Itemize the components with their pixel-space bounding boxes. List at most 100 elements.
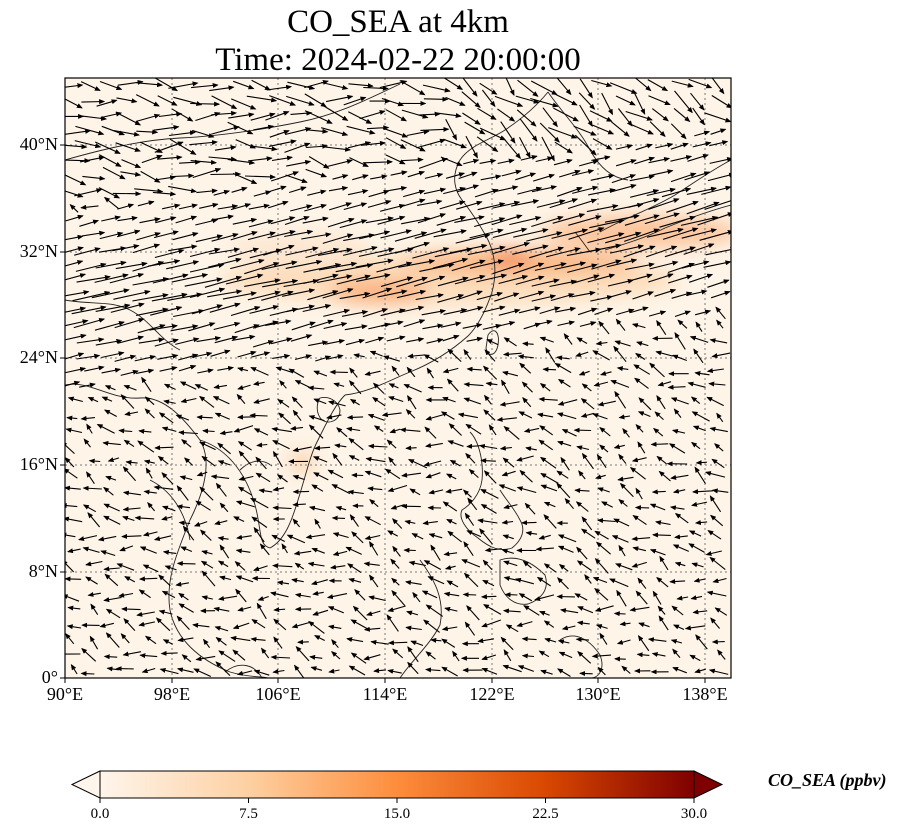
wind-arrow <box>531 185 558 193</box>
wind-arrow <box>362 308 389 318</box>
wind-arrow <box>648 156 671 164</box>
wind-arrow <box>212 396 230 405</box>
wind-arrow <box>172 232 199 241</box>
wind-arrow <box>568 227 605 240</box>
wind-arrow <box>348 455 360 461</box>
wind-arrow <box>405 445 417 451</box>
wind-arrow <box>382 127 409 138</box>
wind-arrow <box>622 428 630 438</box>
wind-arrow <box>496 416 517 422</box>
wind-arrow <box>624 228 660 242</box>
wind-arrow <box>289 186 307 194</box>
wind-arrow <box>246 95 278 103</box>
wind-arrow <box>422 84 451 93</box>
wind-arrow <box>74 140 102 149</box>
wind-arrow <box>442 334 460 342</box>
wind-arrow <box>157 353 179 360</box>
wind-arrow <box>462 112 481 125</box>
wind-arrow <box>494 292 520 302</box>
wind-arrow <box>451 259 486 272</box>
wind-arrow <box>715 306 726 320</box>
wind-arrow <box>76 353 101 360</box>
wind-arrow <box>276 474 288 483</box>
wind-arrow <box>671 80 694 88</box>
wind-arrow <box>253 190 272 197</box>
wind-arrow <box>121 606 141 612</box>
wind-arrow <box>346 426 361 432</box>
wind-arrow <box>86 423 93 434</box>
wind-arrow <box>670 172 697 183</box>
wind-arrow <box>447 440 464 447</box>
wind-arrow <box>232 217 258 225</box>
wind-arrow <box>385 109 407 122</box>
wind-arrow <box>478 443 498 450</box>
wind-arrow <box>613 444 625 450</box>
wind-arrow <box>633 364 650 375</box>
wind-arrow <box>704 112 731 123</box>
wind-arrow <box>687 381 706 388</box>
wind-arrow <box>65 576 82 582</box>
wind-arrow <box>563 333 573 345</box>
wind-arrow <box>294 354 313 361</box>
wind-arrow <box>670 142 689 150</box>
wind-arrow <box>436 215 467 226</box>
wind-arrow <box>372 397 386 407</box>
wind-arrow <box>462 322 483 329</box>
wind-arrow <box>476 273 508 283</box>
wind-arrow <box>67 396 83 403</box>
wind-arrow <box>110 302 145 313</box>
wind-arrow <box>515 95 540 104</box>
wind-arrow <box>195 234 224 243</box>
wind-arrow <box>667 262 695 274</box>
wind-arrow <box>233 425 254 433</box>
wind-arrow <box>101 396 113 402</box>
colorbar-tick-22-5: 22.5 <box>532 806 559 822</box>
wind-arrow <box>196 336 222 343</box>
wind-arrow <box>465 423 482 435</box>
wind-arrow <box>474 217 506 228</box>
wind-arrow <box>504 592 518 598</box>
wind-arrow <box>560 456 570 471</box>
wind-arrow <box>518 290 545 300</box>
wind-arrow <box>377 289 408 298</box>
wind-arrow <box>634 377 649 389</box>
wind-arrow <box>199 395 215 408</box>
wind-arrow <box>540 484 558 492</box>
wind-arrow <box>553 107 579 122</box>
wind-arrow <box>81 115 108 121</box>
wind-arrow <box>268 139 297 147</box>
wind-arrow <box>228 112 255 119</box>
wind-arrow <box>261 290 294 301</box>
wind-arrow <box>510 199 540 207</box>
wind-arrow <box>244 278 281 287</box>
wind-arrow <box>135 368 155 374</box>
wind-arrow <box>104 385 116 391</box>
wind-arrow <box>539 336 554 343</box>
wind-arrow <box>154 338 179 347</box>
map-time-subtitle: Time: 2024-02-22 20:00:00 <box>215 42 581 78</box>
wind-arrow <box>65 214 84 222</box>
wind-arrow <box>579 78 593 99</box>
wind-arrow <box>306 143 329 149</box>
wind-arrow <box>635 143 653 151</box>
wind-arrow <box>327 217 355 228</box>
wind-arrow <box>656 319 667 336</box>
wind-arrow <box>437 276 469 287</box>
wind-arrow <box>117 335 145 344</box>
wind-arrow <box>556 355 570 361</box>
wind-arrow <box>322 233 354 244</box>
wind-arrow <box>695 321 703 332</box>
wind-arrow <box>649 121 666 138</box>
wind-arrow <box>211 95 238 110</box>
wind-arrow <box>307 385 325 391</box>
wind-arrow <box>190 159 217 165</box>
wind-arrow <box>209 302 241 313</box>
wind-arrow <box>442 396 456 403</box>
wind-arrow <box>406 129 430 137</box>
wind-arrow <box>94 273 129 283</box>
wind-arrow <box>65 319 89 327</box>
wind-arrow <box>556 412 577 420</box>
wind-arrow <box>394 231 428 242</box>
wind-arrow <box>706 368 724 374</box>
